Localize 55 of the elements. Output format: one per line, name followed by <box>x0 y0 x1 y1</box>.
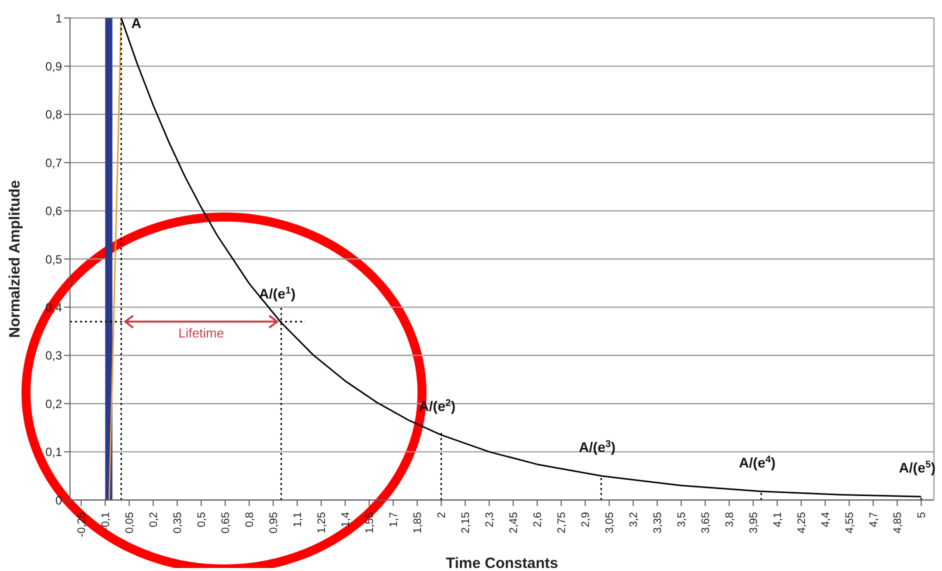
x-tick-label: 1,55 <box>364 512 376 534</box>
y-tick-label: 1 <box>55 11 62 26</box>
y-tick-label: 0 <box>55 493 62 508</box>
x-tick-label: 4,85 <box>892 512 904 534</box>
x-tick-label: 1,7 <box>388 512 400 528</box>
x-tick-label: 4,1 <box>772 512 784 528</box>
y-tick-label: 0,2 <box>45 396 62 411</box>
annotation: Lifetime <box>178 326 224 341</box>
x-tick-label: 2,45 <box>508 512 520 534</box>
x-tick-label: 1,1 <box>292 512 304 528</box>
x-tick-label: -0,25 <box>76 512 88 538</box>
x-tick-label: 2 <box>436 512 448 518</box>
x-tick-label: 0,95 <box>268 512 280 534</box>
annotation: A <box>131 15 142 31</box>
x-tick-label: 2,15 <box>460 512 472 534</box>
x-tick-label: 2,75 <box>556 512 568 534</box>
y-tick-label: 0,9 <box>45 59 62 74</box>
x-tick-label: 3,2 <box>628 512 640 528</box>
x-tick-label: 3,5 <box>676 512 688 528</box>
x-tick-label: 2,3 <box>484 512 496 528</box>
y-tick-label: 0,5 <box>45 252 62 266</box>
y-tick-label: 0,6 <box>45 204 62 218</box>
x-tick-label: 0,5 <box>196 512 208 528</box>
y-tick-label: 0,7 <box>45 156 62 170</box>
x-tick-label: -0,1 <box>100 512 112 531</box>
annotation: A/(e$^{3}$) <box>578 438 616 455</box>
x-tick-label: 1,4 <box>340 512 352 528</box>
x-tick-label: 0,8 <box>244 512 256 528</box>
x-tick-label: 3,05 <box>604 512 616 534</box>
x-tick-label: 4,7 <box>868 512 880 528</box>
x-tick-label: 5 <box>916 512 928 518</box>
y-tick-label: 0,1 <box>45 445 62 460</box>
x-tick-label: 3,65 <box>700 512 712 534</box>
y-tick-label: 0,3 <box>45 348 62 363</box>
x-tick-label: 0,35 <box>172 512 184 534</box>
x-tick-label: 4,25 <box>796 512 808 534</box>
x-tick-label: 2,6 <box>532 512 544 528</box>
annotation: A/(e$^{1}$) <box>258 285 296 302</box>
x-tick-label: 0,2 <box>148 512 160 528</box>
x-tick-label: 2,9 <box>580 512 592 528</box>
x-axis-title: Time Constants <box>446 555 558 571</box>
x-tick-label: 3,8 <box>724 512 736 528</box>
x-tick-label: 1,85 <box>412 512 424 534</box>
x-tick-label: 3,95 <box>748 512 760 534</box>
x-tick-label: 3,35 <box>652 512 664 534</box>
x-tick-label: 4,4 <box>820 512 832 528</box>
annotation: A/(e$^{4}$) <box>738 454 776 470</box>
x-tick-label: 4,55 <box>844 512 856 534</box>
x-tick-label: 0,65 <box>220 512 232 534</box>
x-tick-label: 0,05 <box>124 512 136 534</box>
y-axis-title: Normalzied Amplitude <box>6 180 24 338</box>
annotation: A/(e$^{2}$) <box>418 397 456 414</box>
x-tick-label: 1,25 <box>316 512 328 534</box>
annotation: A/(e$^{5}$) <box>898 459 936 476</box>
y-tick-label: 0,8 <box>45 108 62 122</box>
